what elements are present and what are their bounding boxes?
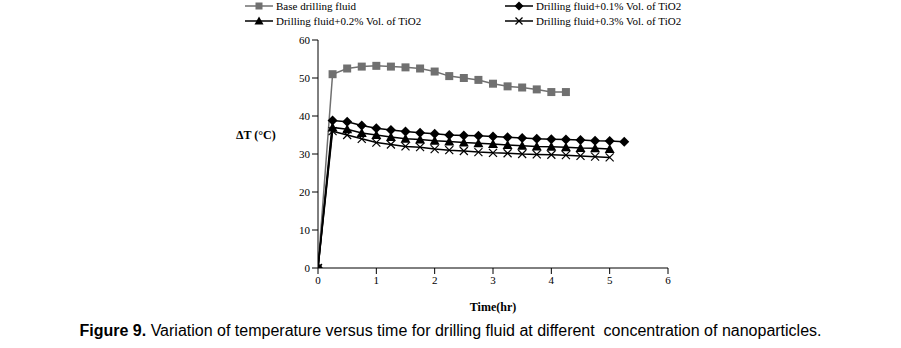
svg-text:10: 10: [299, 224, 311, 236]
html-text:Drilling fluid+0.3% Vol. of Ti: Drilling fluid+0.3% Vol. of TiO2: [536, 15, 682, 27]
svg-text:0: 0: [315, 274, 321, 286]
svg-text:4: 4: [549, 274, 555, 286]
svg-text:20: 20: [299, 186, 311, 198]
svg-text:60: 60: [299, 34, 311, 46]
svg-text:2: 2: [432, 274, 438, 286]
svg-text:0: 0: [305, 262, 311, 274]
html-text:Drilling fluid+0.2% Vol. of Ti: Drilling fluid+0.2% Vol. of TiO2: [276, 15, 422, 27]
svg-text:40: 40: [299, 110, 311, 122]
svg-text:Time(hr): Time(hr): [470, 300, 516, 314]
svg-text:50: 50: [299, 72, 311, 84]
html-text:Figure 9. Variation of tempera: Figure 9. Variation of temperature versu…: [79, 322, 822, 339]
svg-text:30: 30: [299, 148, 311, 160]
svg-text:1: 1: [374, 274, 380, 286]
html-text:ΔT (°C): ΔT (°C): [236, 128, 276, 142]
svg-text:6: 6: [665, 274, 671, 286]
html-text:Base drilling fluid: Base drilling fluid: [276, 0, 356, 12]
html-text:Drilling fluid+0.1% Vol. of Ti: Drilling fluid+0.1% Vol. of TiO2: [536, 0, 682, 12]
svg-text:5: 5: [607, 274, 613, 286]
svg-text:3: 3: [490, 274, 496, 286]
